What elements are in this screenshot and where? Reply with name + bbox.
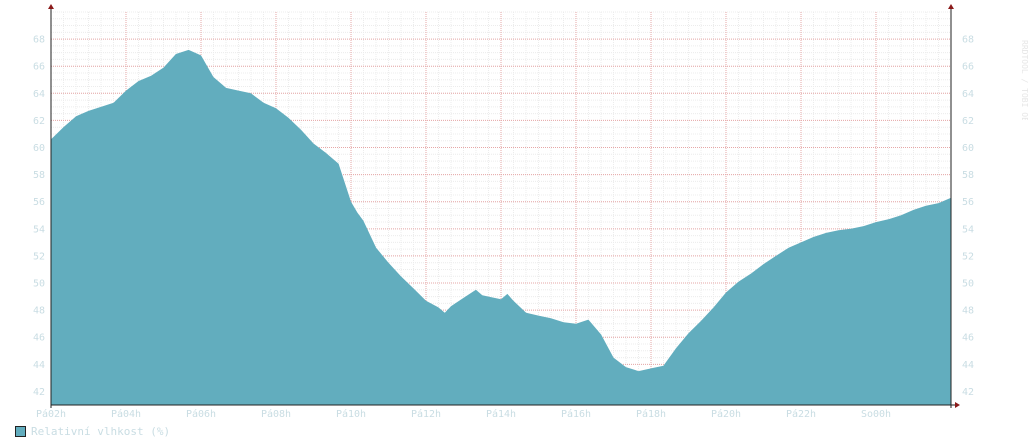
legend: Relativní vlhkost (%): [15, 423, 170, 439]
humidity-chart: 42 42 44 44 46 46 48 48 50 50 52 52 54 54 56 56 58 58 60 60…: [33, 4, 974, 420]
y-tick-label-left: 52: [33, 251, 45, 262]
x-tick-label: Pá16h: [561, 408, 591, 420]
x-tick-label: Pá06h: [186, 408, 216, 420]
y-tick-label-right: 56: [962, 197, 974, 208]
axes: [48, 4, 960, 408]
y-tick-label-right: 60: [962, 143, 974, 154]
y-tick-label-right: 52: [962, 251, 974, 262]
y-tick-label-right: 48: [962, 306, 974, 317]
y-tick-label-right: 46: [962, 333, 974, 344]
x-tick-label: Pá04h: [111, 408, 141, 420]
x-tick-label: Pá12h: [411, 408, 441, 420]
x-tick-label: Pá20h: [711, 408, 741, 420]
x-axis-arrow: [955, 402, 960, 408]
y-axis-arrow-right: [948, 4, 954, 9]
x-tick-label: Pá22h: [786, 408, 816, 420]
y-tick-label-left: 50: [33, 279, 45, 290]
y-tick-label-left: 68: [33, 35, 45, 46]
x-tick-label: Pá14h: [486, 408, 516, 420]
x-tick-label: So00h: [861, 409, 891, 420]
y-tick-label-left: 58: [33, 170, 45, 181]
y-tick-label-left: 64: [33, 89, 45, 100]
y-tick-label-left: 46: [33, 333, 45, 344]
x-tick-label: Pá02h: [36, 408, 66, 420]
x-tick-label: Pá08h: [261, 408, 291, 420]
y-tick-label-right: 62: [962, 116, 974, 127]
y-tick-label-left: 48: [33, 306, 45, 317]
y-tick-label-left: 66: [33, 62, 45, 73]
y-tick-label-left: 54: [33, 224, 45, 235]
legend-swatch: [15, 425, 26, 437]
y-axis-arrow-left: [48, 4, 54, 9]
y-tick-label-right: 44: [962, 360, 974, 371]
legend-label: Relativní vlhkost (%): [31, 424, 171, 438]
y-tick-label-right: 42: [962, 387, 974, 398]
y-tick-label-right: 50: [962, 279, 974, 290]
y-tick-label-right: 66: [962, 62, 974, 73]
y-tick-label-right: 68: [962, 35, 974, 46]
y-tick-label-left: 42: [33, 387, 45, 398]
y-tick-label-right: 64: [962, 89, 974, 100]
y-tick-label-left: 56: [33, 197, 45, 208]
humidity-area: [51, 49, 951, 406]
x-tick-label: Pá18h: [636, 408, 666, 420]
y-tick-label-left: 60: [33, 143, 45, 154]
tick-labels: 42 42 44 44 46 46 48 48 50 50 52 52 54 54 56 56 58 58 60 60…: [33, 35, 974, 420]
y-tick-label-left: 44: [33, 360, 45, 371]
y-tick-label-right: 54: [962, 224, 974, 235]
y-tick-label-left: 62: [33, 116, 45, 127]
side-watermark: RRDTOOL / TOBI OETIKER: [1020, 40, 1029, 120]
y-tick-label-right: 58: [962, 170, 974, 181]
x-tick-label: Pá10h: [336, 408, 366, 420]
